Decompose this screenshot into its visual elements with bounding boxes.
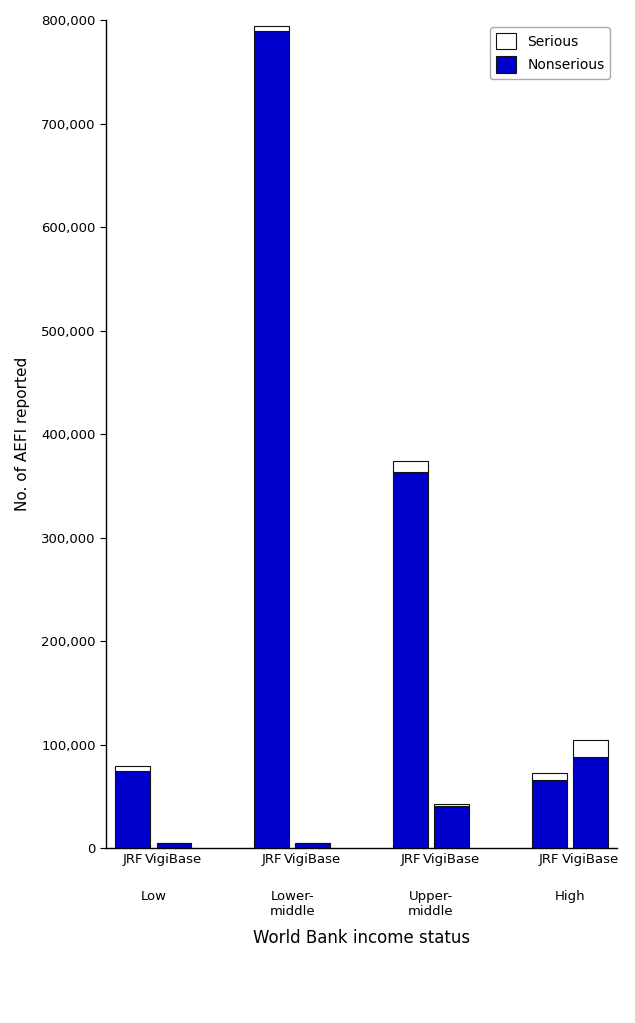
Bar bbox=[573, 740, 608, 757]
Bar bbox=[116, 766, 150, 770]
Bar bbox=[393, 473, 428, 848]
Bar bbox=[434, 806, 469, 848]
Text: High: High bbox=[554, 890, 585, 903]
Bar bbox=[116, 770, 150, 848]
Text: Low: Low bbox=[140, 890, 166, 903]
Bar bbox=[434, 804, 469, 806]
Bar bbox=[532, 772, 566, 780]
Bar bbox=[573, 757, 608, 848]
X-axis label: World Bank income status: World Bank income status bbox=[253, 929, 470, 946]
Bar bbox=[255, 27, 289, 32]
Legend: Serious, Nonserious: Serious, Nonserious bbox=[490, 27, 610, 79]
Bar bbox=[255, 32, 289, 848]
Bar bbox=[295, 843, 330, 848]
Bar bbox=[532, 780, 566, 848]
Bar bbox=[393, 461, 428, 473]
Y-axis label: No. of AEFI reported: No. of AEFI reported bbox=[15, 357, 30, 512]
Bar bbox=[156, 843, 191, 848]
Text: Lower-
middle: Lower- middle bbox=[269, 890, 315, 918]
Text: Upper-
middle: Upper- middle bbox=[408, 890, 454, 918]
